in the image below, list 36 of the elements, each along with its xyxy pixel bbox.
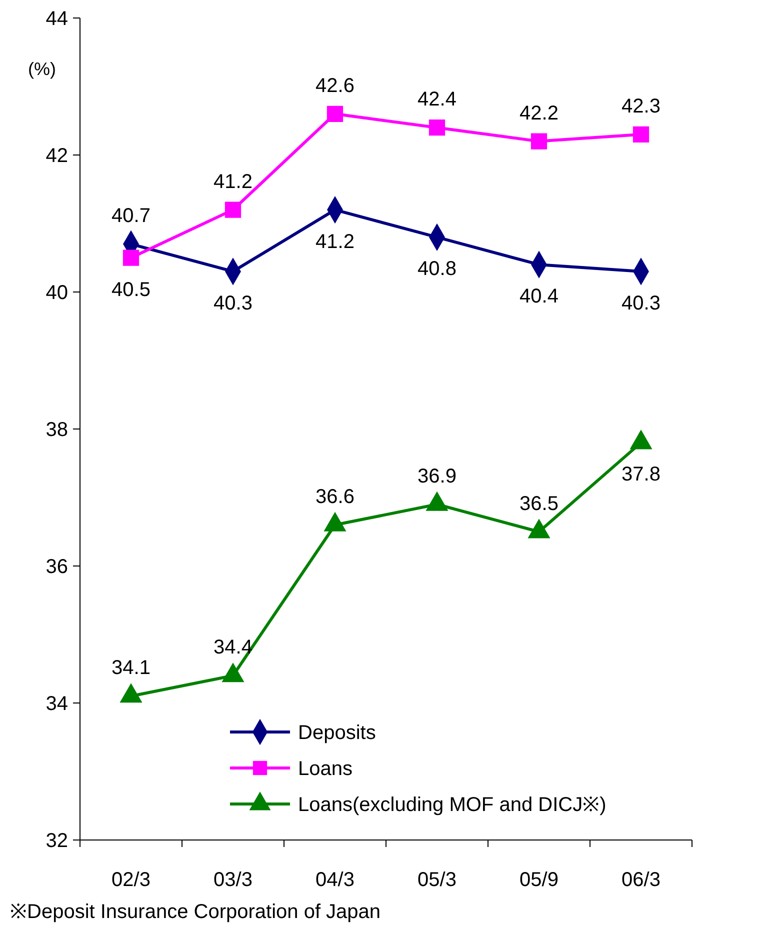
y-tick-label: 34: [46, 693, 68, 715]
y-tick-label: 44: [46, 8, 68, 30]
x-tick-label: 04/3: [316, 869, 354, 891]
data-label: 41.2: [214, 170, 252, 193]
data-label: 40.3: [214, 292, 252, 314]
y-tick-label: 32: [46, 830, 68, 852]
data-label: 40.5: [112, 278, 150, 301]
x-tick-label: 02/3: [112, 869, 150, 891]
text: ※Deposit Insurance Corporation of Japan: [10, 901, 381, 923]
x-tick-label: 05/9: [520, 869, 558, 891]
data-label: 40.8: [418, 258, 456, 280]
y-tick-label: 42: [46, 145, 68, 167]
x-tick-label: 06/3: [622, 869, 660, 891]
data-label: 42.6: [316, 74, 354, 97]
data-label: 40.3: [622, 292, 660, 314]
data-label: 36.5: [520, 492, 558, 515]
x-tick-label: 05/3: [418, 869, 456, 891]
data-label: 40.4: [520, 286, 558, 308]
data-label: 42.3: [622, 95, 660, 118]
data-label: 41.2: [316, 230, 354, 253]
data-label: 36.9: [418, 465, 456, 488]
legend-label: Deposits: [298, 722, 376, 744]
y-tick-label: 38: [46, 419, 68, 441]
data-label: 36.6: [316, 486, 354, 508]
data-label: 42.2: [520, 102, 558, 124]
data-label: 40.7: [112, 205, 150, 228]
legend-label: Loans: [298, 758, 352, 780]
y-tick-label: 40: [46, 282, 68, 304]
y-tick-label: 36: [46, 556, 68, 578]
legend-label: Loans(excluding MOF and DICJ※): [298, 794, 606, 816]
data-label: 37.8: [622, 464, 660, 486]
y-axis-title: (%): [28, 59, 56, 79]
x-tick-label: 03/3: [214, 869, 252, 891]
data-label: 34.1: [112, 657, 150, 680]
data-label: 42.4: [418, 88, 456, 111]
data-label: 34.4: [214, 636, 252, 659]
